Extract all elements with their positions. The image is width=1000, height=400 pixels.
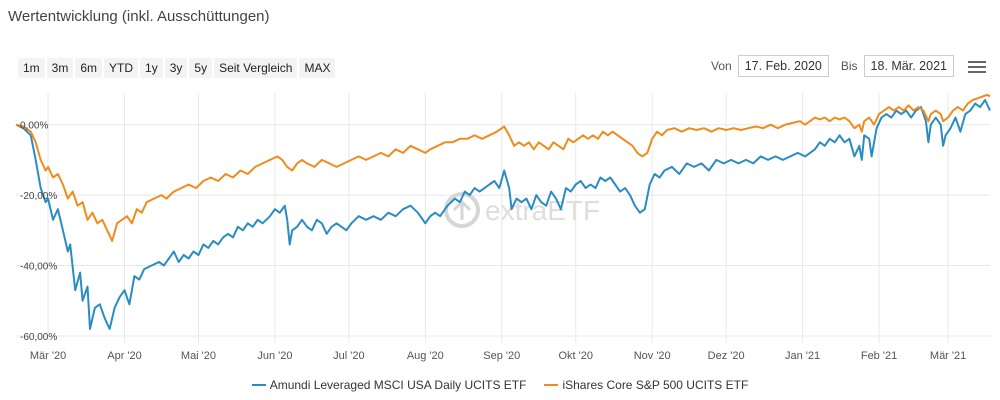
range-button-max[interactable]: MAX — [299, 58, 336, 78]
to-date-input[interactable]: 18. Mär. 2021 — [863, 55, 954, 77]
y-tick-label: -60,00% — [20, 332, 57, 343]
x-tick-label: Mai '20 — [181, 350, 216, 362]
range-button-5y[interactable]: 5y — [189, 58, 213, 78]
x-tick-label: Jan '21 — [785, 350, 820, 362]
x-tick-label: Apr '20 — [107, 350, 142, 362]
range-selector: 1m 3m 6m YTD 1y 3y 5y Seit Vergleich MAX — [18, 58, 336, 78]
y-tick-label: -20,00% — [20, 191, 57, 202]
watermark-text: extraETF — [485, 195, 600, 226]
to-label: Bis — [840, 59, 858, 73]
series-layer — [15, 93, 991, 330]
legend-swatch-amundi — [251, 384, 266, 386]
legend-label-ishares: iShares Core S&P 500 UCITS ETF — [562, 378, 749, 392]
watermark: extraETF — [444, 192, 600, 228]
chart-title: Wertentwicklung (inkl. Ausschüttungen) — [8, 8, 270, 25]
from-date-input[interactable]: 17. Feb. 2020 — [737, 55, 829, 77]
series-line-ishares[interactable] — [15, 93, 991, 242]
y-tick-label: 0,00% — [20, 121, 48, 132]
x-tick-label: Aug '20 — [407, 350, 444, 362]
legend-item-amundi[interactable]: Amundi Leveraged MSCI USA Daily UCITS ET… — [251, 378, 527, 392]
date-range: Von 17. Feb. 2020 Bis 18. Mär. 2021 — [699, 55, 954, 77]
watermark-logo-icon — [444, 192, 480, 228]
range-button-since-comparison[interactable]: Seit Vergleich — [214, 58, 298, 78]
y-tick-label: -40,00% — [20, 262, 57, 273]
x-tick-label: Jul '20 — [333, 350, 364, 362]
x-tick-label: Sep '20 — [483, 350, 520, 362]
axis-ticks: Mär '20 Apr '20 Mai '20 Jun '20 Jul '20 Aug '… — [20, 121, 966, 362]
legend-item-ishares[interactable]: iShares Core S&P 500 UCITS ETF — [544, 378, 748, 392]
x-tick-label: Dez '20 — [708, 350, 745, 362]
legend-swatch-ishares — [544, 384, 559, 386]
range-button-1y[interactable]: 1y — [140, 58, 163, 78]
range-button-6m[interactable]: 6m — [75, 58, 103, 78]
legend-label-amundi: Amundi Leveraged MSCI USA Daily UCITS ET… — [269, 378, 527, 392]
x-tick-label: Mär '20 — [30, 350, 66, 362]
legend: Amundi Leveraged MSCI USA Daily UCITS ET… — [0, 378, 1000, 392]
x-tick-label: Feb '21 — [861, 350, 897, 362]
range-button-3m[interactable]: 3m — [46, 58, 74, 78]
range-button-3y[interactable]: 3y — [164, 58, 188, 78]
watermark-logo-arrow — [452, 199, 472, 220]
series-line-amundi[interactable] — [15, 99, 991, 330]
range-button-1m[interactable]: 1m — [18, 58, 45, 78]
x-tick-label: Nov '20 — [634, 350, 671, 362]
x-tick-label: Jun '20 — [257, 350, 292, 362]
range-button-ytd[interactable]: YTD — [104, 58, 139, 78]
x-tick-label: Mär '21 — [930, 350, 966, 362]
x-tick-label: Okt '20 — [558, 350, 593, 362]
hamburger-menu-icon[interactable] — [968, 58, 986, 74]
from-label: Von — [711, 59, 732, 73]
